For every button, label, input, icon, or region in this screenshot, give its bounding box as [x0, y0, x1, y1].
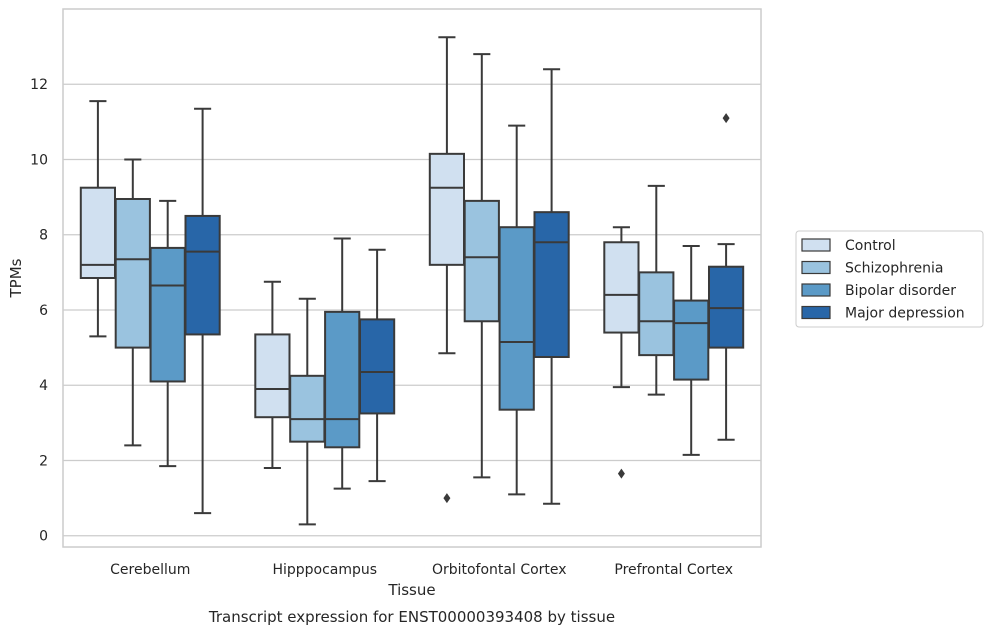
x-tick-labels: Cerebellum Hipppocampus Orbitofontal Corte… [110, 562, 733, 578]
box-schizophrenia [463, 53, 500, 479]
y-tick-label: 8 [39, 228, 48, 244]
box-control [79, 100, 117, 338]
box-schizophrenia [114, 158, 151, 447]
y-tick-label: 10 [30, 152, 48, 168]
box-major-depression [184, 107, 221, 515]
box-iqr [114, 197, 151, 349]
box-bipolar-disorder [324, 237, 361, 490]
boxes [79, 36, 745, 526]
x-tick-label: Hipppocampus [272, 562, 377, 578]
y-tick-label: 0 [39, 529, 48, 545]
legend-swatch [801, 283, 831, 297]
y-axis-title: TPMs [7, 258, 25, 298]
box-iqr [603, 241, 640, 334]
legend-label: Control [845, 238, 896, 254]
legend-swatch [801, 305, 831, 320]
legend-swatch [801, 238, 831, 252]
y-tick-labels: 0 2 4 6 8 10 12 [30, 77, 48, 544]
box-iqr [358, 318, 396, 415]
legend-swatch [801, 260, 831, 275]
x-axis-title: Tissue [387, 581, 435, 599]
box-iqr [498, 226, 535, 411]
legend: Control Schizophrenia Bipolar disorder Majo… [795, 230, 984, 328]
outlier-point [722, 113, 730, 124]
legend-label: Bipolar disorder [845, 283, 956, 299]
box-iqr [638, 271, 675, 357]
box-bipolar-disorder [149, 199, 186, 468]
box-iqr [428, 152, 466, 266]
box-iqr [324, 310, 361, 449]
y-tick-label: 4 [39, 378, 48, 394]
box-iqr [533, 211, 570, 359]
chart-caption: Transcript expression for ENST0000039340… [208, 608, 615, 626]
box-control [603, 226, 640, 479]
x-tick-label: Orbitofontal Cortex [432, 562, 567, 578]
box-control [254, 280, 291, 469]
y-tick-label: 2 [39, 453, 48, 469]
box-iqr [79, 186, 117, 280]
y-tick-label: 12 [30, 77, 48, 93]
box-control [428, 36, 466, 504]
box-major-depression [707, 113, 745, 441]
box-schizophrenia [289, 297, 326, 526]
box-iqr [254, 333, 291, 419]
box-bipolar-disorder [498, 124, 535, 496]
box-schizophrenia [638, 184, 675, 396]
legend-label: Major depression [845, 306, 965, 322]
legend-label: Schizophrenia [845, 261, 943, 277]
x-tick-label: Prefrontal Cortex [614, 562, 733, 578]
box-iqr [184, 214, 221, 336]
outlier-point [617, 468, 625, 479]
legend-frame [795, 230, 984, 328]
plot-area-frame [62, 8, 762, 548]
x-tick-label: Cerebellum [110, 562, 190, 578]
box-iqr [673, 299, 710, 381]
box-major-depression [358, 248, 396, 483]
box-iqr [463, 199, 500, 323]
box-iqr [289, 374, 326, 443]
y-tick-label: 6 [39, 303, 48, 319]
box-major-depression [533, 68, 570, 505]
outlier-point [443, 493, 451, 504]
box-iqr [149, 246, 186, 383]
box-bipolar-disorder [673, 245, 710, 456]
